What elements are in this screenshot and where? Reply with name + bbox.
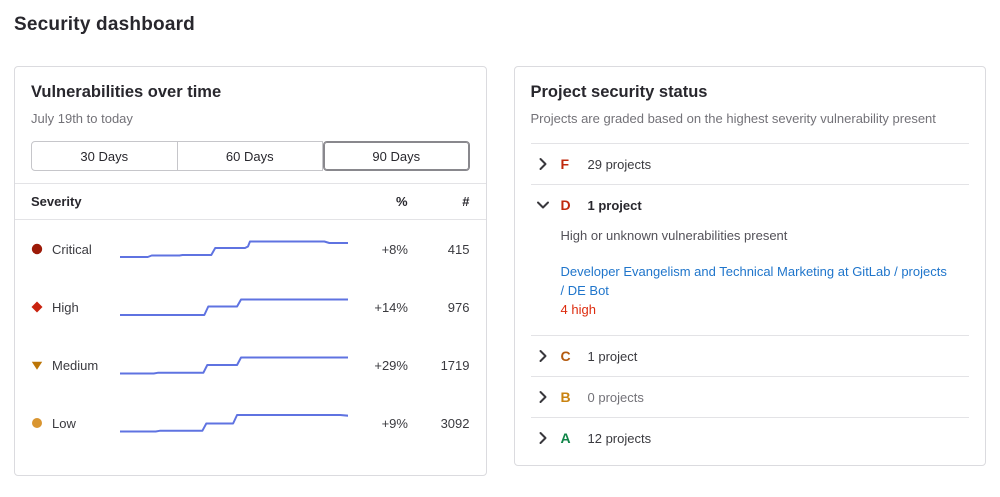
grade-row-a: A 12 projects [530,417,970,458]
page-title: Security dashboard [14,14,195,35]
grade-row-f-toggle[interactable]: F 29 projects [531,144,970,184]
grade-list: F 29 projects D 1 project High or unknow… [530,143,970,458]
count-value: 415 [447,241,470,257]
grade-project-count: 12 projects [587,430,652,446]
severity-label: Critical [52,241,92,257]
grade-d-description: High or unknown vulnerabilities present [560,228,788,243]
grade-letter: D [560,197,571,213]
table-row-critical: Critical +8% 415 [15,220,486,278]
percent-change-value: +8% [381,241,408,257]
severity-label: Low [52,415,76,431]
count-value: 976 [447,299,470,315]
grade-project-count: 1 project [587,197,642,213]
grade-row-b: B 0 projects [530,376,970,417]
day-range-button-group: 30 Days 60 Days 90 Days [31,141,470,171]
project-link[interactable]: Developer Evangelism and Technical Marke… [560,264,947,298]
severity-cell: High [31,300,120,315]
grade-row-a-toggle[interactable]: A 12 projects [531,418,970,458]
dashboard-panels: Vulnerabilities over time July 19th to t… [14,66,986,476]
grade-letter: C [560,348,571,364]
vuln-panel-header: Vulnerabilities over time July 19th to t… [15,67,486,128]
grade-row-b-toggle[interactable]: B 0 projects [531,377,970,417]
grade-letter: F [560,156,570,172]
severity-cell: Medium [31,358,120,373]
severity-column-header: Severity [31,194,82,209]
vuln-panel-title: Vulnerabilities over time [31,83,222,101]
low-sparkline-chart [120,414,349,433]
severity-cell: Low [31,416,120,431]
grade-row-f: F 29 projects [530,143,970,184]
grade-letter: A [560,430,571,446]
project-security-status-panel: Project security status Projects are gra… [513,66,986,466]
grade-project-count: 1 project [587,348,638,364]
percent-column-header: % [395,194,408,209]
range-button-60-days[interactable]: 60 Days [177,141,323,171]
critical-severity-icon [31,243,43,255]
chevron-down-icon [536,201,549,209]
chevron-right-icon [539,350,546,362]
grade-letter: B [560,389,571,405]
count-value: 1719 [440,357,470,373]
vuln-panel-date-range: July 19th to today [31,111,133,126]
status-panel-title: Project security status [530,83,708,101]
table-row-medium: Medium +29% 1719 [15,336,486,394]
grade-row-c: C 1 project [530,335,970,376]
vulnerabilities-over-time-panel: Vulnerabilities over time July 19th to t… [14,66,487,476]
table-row-high: High +14% 976 [15,278,486,336]
critical-sparkline-chart [120,240,349,258]
grade-project-count: 0 projects [587,389,644,405]
range-button-90-days[interactable]: 90 Days [323,141,470,171]
low-severity-icon [32,418,42,428]
table-row-low: Low +9% 3092 [15,394,486,452]
grade-row-c-toggle[interactable]: C 1 project [531,336,970,376]
grade-project-count: 29 projects [587,156,652,172]
high-severity-icon [31,301,43,313]
chevron-right-icon [539,158,546,170]
grade-row-d-toggle[interactable]: D 1 project [531,185,970,225]
count-column-header: # [462,194,470,209]
vulnerability-finding-count: 4 high [560,302,596,317]
percent-change-value: +9% [381,415,408,431]
grade-row-d: D 1 project High or unknown vulnerabilit… [530,184,970,319]
grade-d-expanded-body: High or unknown vulnerabilities present … [561,227,950,319]
medium-sparkline-chart [120,356,349,375]
medium-severity-icon [31,361,43,370]
range-button-30-days[interactable]: 30 Days [31,141,178,171]
percent-change-value: +14% [374,299,408,315]
severity-table-header: Severity % # [15,183,486,220]
severity-cell: Critical [31,242,120,257]
percent-change-value: +29% [374,357,408,373]
severity-label: Medium [52,357,99,373]
count-value: 3092 [440,415,470,431]
status-panel-subtitle: Projects are graded based on the highest… [530,111,936,126]
severity-label: High [52,299,79,315]
high-sparkline-chart [120,298,349,316]
chevron-right-icon [539,391,546,403]
status-panel-header: Project security status Projects are gra… [515,67,986,128]
chevron-right-icon [539,432,546,444]
